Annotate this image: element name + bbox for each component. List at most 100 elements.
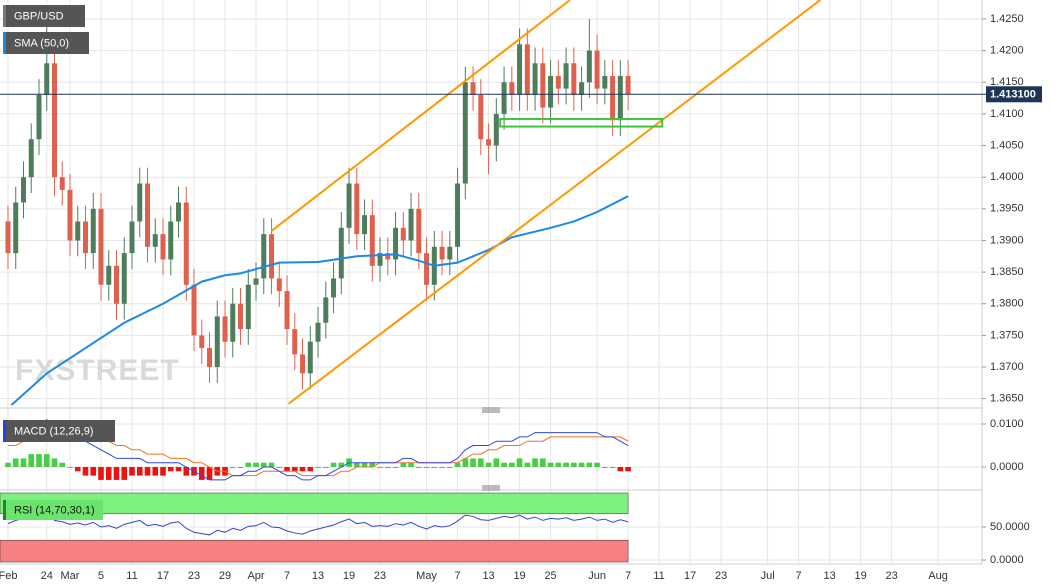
candle-body <box>354 183 360 235</box>
resize-handle[interactable] <box>482 407 500 491</box>
macd-histogram-bar <box>74 467 81 472</box>
x-tick-label: 23 <box>374 570 386 582</box>
candle-body <box>145 183 151 247</box>
macd-histogram-bar <box>609 467 616 469</box>
y-tick-label: 1.3750 <box>990 329 1024 341</box>
macd-histogram-bar <box>198 467 205 480</box>
y-tick-label: 1.3800 <box>990 298 1024 310</box>
candle-body <box>292 329 298 355</box>
y-tick-label: 1.3900 <box>990 234 1024 246</box>
support-zone <box>499 117 664 128</box>
macd-histogram-bar <box>547 462 554 468</box>
macd-histogram-bar <box>540 458 546 468</box>
candle-body <box>579 82 585 95</box>
macd-histogram-bar <box>571 462 577 468</box>
macd-histogram-bar <box>245 462 252 468</box>
legend-label: GBP/USD <box>14 10 64 22</box>
candle-body <box>90 208 96 254</box>
macd-histogram-bar <box>322 467 329 469</box>
x-tick-label: 17 <box>684 570 696 582</box>
candle-body <box>245 284 251 330</box>
macd-histogram-bar <box>532 458 538 468</box>
x-tick-label: Jul <box>761 570 775 582</box>
x-tick-label: 23 <box>188 570 200 582</box>
sma-line <box>10 195 629 405</box>
macd-histogram-bar <box>144 467 151 476</box>
macd-histogram-bar <box>167 467 174 472</box>
candle-body <box>478 94 484 140</box>
macd-histogram-bar <box>299 467 306 472</box>
legend-label: RSI (14,70,30,1) <box>14 504 95 516</box>
candle-body <box>455 183 461 247</box>
candle-body <box>486 139 492 146</box>
y-tick-label: 1.3850 <box>990 266 1024 278</box>
macd-histogram-bar <box>447 467 453 469</box>
macd-histogram-bar <box>315 467 321 469</box>
macd-histogram-bar <box>369 462 376 468</box>
macd-histogram-bar <box>485 462 492 468</box>
macd-histogram-bar <box>51 458 58 468</box>
y-tick-label: 1.4000 <box>990 171 1024 183</box>
candle-body <box>300 354 306 374</box>
macd-histogram-bar <box>175 467 182 472</box>
candle-body <box>75 221 81 241</box>
x-tick-label: 5 <box>98 570 104 582</box>
y-tick-label: 1.4050 <box>990 139 1024 151</box>
macd-histogram-bar <box>121 467 128 480</box>
candle-body <box>540 63 546 108</box>
x-tick-label: Aug <box>928 570 948 582</box>
legend-box <box>3 32 89 54</box>
candle-body <box>555 75 561 89</box>
candle-body <box>501 82 507 114</box>
macd-histogram-bar <box>28 454 35 468</box>
y-tick-label: 1.3700 <box>990 361 1024 373</box>
macd-histogram-bar <box>129 467 135 476</box>
candle-body <box>447 246 453 260</box>
candle-body <box>114 265 120 304</box>
x-tick-label: 19 <box>343 570 355 582</box>
macd-histogram-bar <box>462 458 469 468</box>
candle-body <box>59 177 65 190</box>
y-tick-label: 50.0000 <box>990 521 1030 533</box>
candle-body <box>462 82 468 184</box>
macd-histogram-bar <box>439 467 445 469</box>
candle-body <box>98 208 104 285</box>
candle-body <box>346 183 352 228</box>
x-tick-label: 7 <box>625 570 631 582</box>
candle-body <box>416 208 422 254</box>
candle-body <box>207 348 213 368</box>
candle-body <box>509 82 515 95</box>
macd-histogram-bar <box>291 467 298 472</box>
x-tick-label: 23 <box>886 570 898 582</box>
macd-histogram-bar <box>98 467 104 480</box>
macd-histogram-bar <box>392 467 399 469</box>
candle-body <box>214 316 220 368</box>
legend-label: SMA (50,0) <box>14 37 69 49</box>
candle-body <box>168 221 174 260</box>
candle-body <box>610 75 616 121</box>
candle-body <box>400 227 406 241</box>
candle-body <box>82 221 88 254</box>
macd-histogram-bar <box>183 467 190 476</box>
candle-body <box>183 202 189 285</box>
candle-body <box>625 75 631 95</box>
watermark: FXSTREET <box>15 354 180 387</box>
macd-histogram-bar <box>160 467 166 476</box>
candle-body <box>269 234 275 279</box>
x-tick-label: 13 <box>823 570 835 582</box>
macd-histogram-bar <box>67 467 73 469</box>
macd-histogram-bar <box>377 467 383 469</box>
macd-histogram-bar <box>493 458 500 468</box>
y-tick-label: 1.4250 <box>990 13 1024 25</box>
trend-line <box>270 0 571 232</box>
candle-body <box>408 208 414 241</box>
candle-body <box>199 335 205 349</box>
macd-histogram-bar <box>578 462 585 468</box>
candle-body <box>106 265 112 285</box>
x-tick-label: 29 <box>219 570 231 582</box>
macd-histogram-bar <box>5 462 11 468</box>
y-tick-label: 0.0100 <box>990 418 1024 430</box>
macd-histogram-bar <box>260 462 267 468</box>
candle-body <box>160 234 166 260</box>
candle-body <box>362 215 368 235</box>
